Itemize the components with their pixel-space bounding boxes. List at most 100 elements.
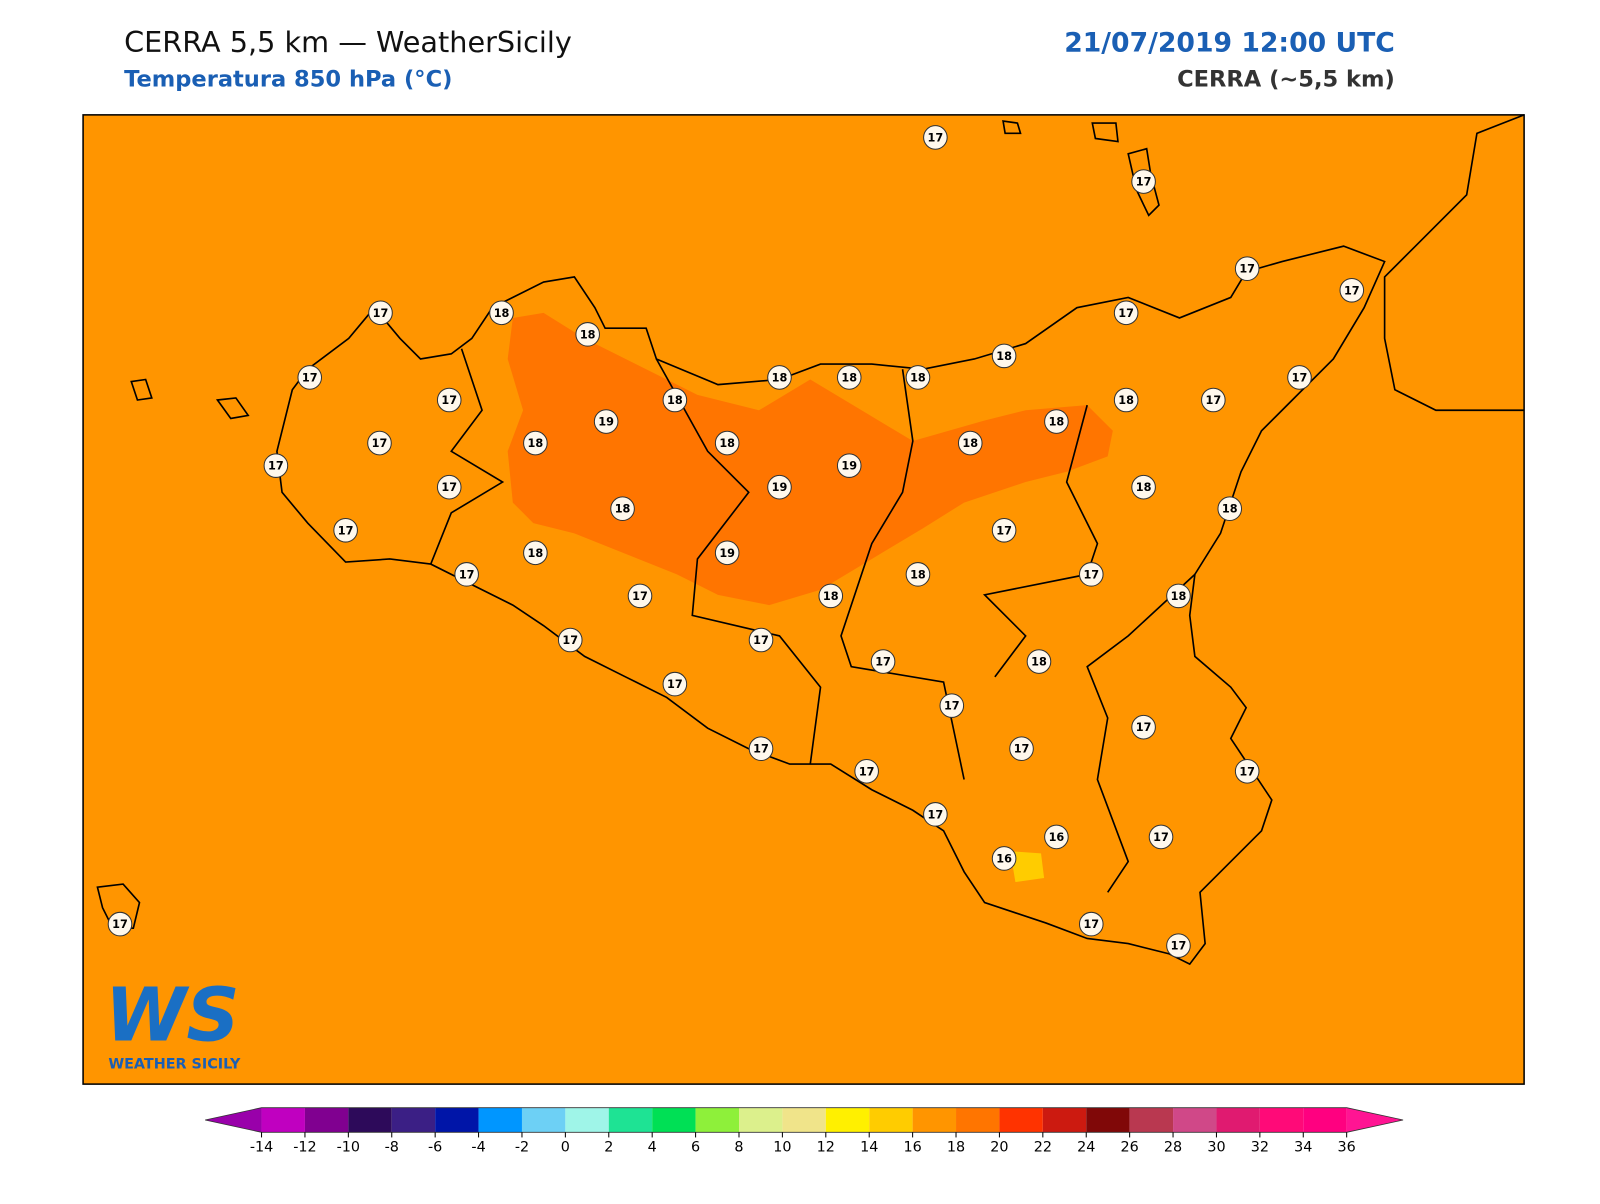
station-value: 18 — [910, 568, 926, 581]
colorbar-tick-label: 32 — [1251, 1140, 1269, 1156]
station: 17 — [1009, 736, 1034, 762]
colorbar-tick-label: 12 — [817, 1140, 835, 1156]
station: 18 — [1044, 409, 1069, 434]
station-value: 17 — [459, 568, 475, 581]
station-marker — [1113, 300, 1139, 326]
station: 17 — [923, 802, 948, 827]
station-marker — [1166, 933, 1191, 958]
station-value: 18 — [615, 503, 631, 516]
station-value: 19 — [772, 481, 788, 494]
station-value: 18 — [823, 590, 839, 603]
station-marker — [1217, 496, 1243, 522]
station-value: 18 — [962, 437, 978, 450]
station: 17 — [107, 911, 133, 937]
station: 19 — [836, 453, 862, 478]
colorbar-box — [695, 1107, 739, 1133]
station-marker — [854, 758, 879, 784]
colorbar-tick-label: 4 — [648, 1140, 657, 1156]
station-marker — [905, 562, 931, 587]
station-value: 17 — [996, 524, 1012, 537]
colorbar-tick-label: -8 — [385, 1140, 399, 1156]
station: 19 — [767, 474, 792, 500]
station-marker — [523, 430, 548, 456]
station-value: 17 — [928, 808, 944, 821]
station-marker — [333, 517, 358, 543]
colorbar-box — [912, 1107, 957, 1133]
station: 18 — [575, 322, 600, 347]
station: 18 — [1166, 583, 1191, 609]
station-marker — [991, 846, 1017, 871]
station-value: 17 — [1205, 394, 1221, 407]
station-marker — [1131, 169, 1156, 194]
colorbar-tick-label: 28 — [1164, 1140, 1182, 1156]
station-value: 18 — [528, 547, 544, 560]
map-frame — [82, 114, 1525, 1085]
station-value: 17 — [1014, 743, 1030, 756]
station-marker — [368, 300, 393, 326]
station: 17 — [1113, 300, 1139, 326]
station-value: 17 — [859, 765, 875, 778]
colorbar-box — [1259, 1107, 1304, 1133]
station-value: 18 — [1136, 481, 1152, 494]
station-value: 17 — [372, 437, 388, 450]
colorbar-tick-label: 14 — [860, 1140, 878, 1156]
colorbar-tick-label: 2 — [604, 1140, 613, 1156]
station-marker — [923, 125, 948, 150]
station-marker — [923, 802, 948, 827]
station: 17 — [1148, 824, 1174, 850]
station: 19 — [714, 540, 740, 566]
colorbar-tick-label: 0 — [561, 1140, 570, 1156]
station-marker — [714, 430, 740, 456]
station: 17 — [1078, 562, 1104, 587]
station-value: 17 — [1118, 307, 1134, 320]
station-marker — [297, 365, 323, 390]
station: 18 — [662, 387, 688, 413]
station-value: 17 — [1136, 721, 1152, 734]
station: 17 — [748, 736, 774, 762]
station-marker — [1148, 824, 1174, 850]
station: 16 — [1044, 824, 1069, 850]
colorbar-box — [391, 1107, 436, 1133]
station-value: 17 — [112, 918, 128, 931]
station-value: 17 — [268, 460, 284, 473]
station: 17 — [1201, 387, 1226, 413]
colorbar-tick-label: 24 — [1077, 1140, 1095, 1156]
station-value: 19 — [841, 460, 857, 473]
station-value: 17 — [302, 371, 318, 384]
station: 17 — [870, 649, 896, 674]
station-value: 17 — [1239, 263, 1255, 276]
station-marker — [662, 387, 688, 413]
colorbar: -14 -12 -10 -8 -6 -4 -2 0 2 4 6 8 10 12 14 16 18 20 22 24 26… — [205, 1107, 1404, 1156]
station: 17 — [368, 300, 393, 326]
model: CERRA (~5,5 km) — [1177, 67, 1395, 93]
station-marker — [627, 583, 653, 609]
colorbar-box — [435, 1107, 479, 1133]
station: 18 — [1113, 387, 1139, 413]
station: 17 — [1287, 365, 1312, 390]
station-value: 18 — [580, 328, 596, 341]
station-marker — [714, 540, 740, 566]
station: 17 — [333, 517, 358, 543]
station-value: 17 — [338, 524, 354, 537]
station: 18 — [1131, 474, 1156, 500]
station-value: 16 — [1049, 831, 1065, 844]
station-marker — [1201, 387, 1226, 413]
station-value: 18 — [996, 350, 1012, 363]
station-marker — [991, 517, 1017, 543]
station: 18 — [767, 365, 792, 390]
station-value: 17 — [667, 678, 683, 691]
station-marker — [939, 693, 965, 718]
colorbar-box — [565, 1107, 609, 1133]
station-marker — [748, 736, 774, 762]
station-marker — [1044, 409, 1069, 434]
colorbar-tick-label: -12 — [293, 1140, 316, 1156]
station: 18 — [523, 540, 548, 566]
station-value: 17 — [1239, 765, 1255, 778]
station-marker — [1113, 387, 1139, 413]
colorbar-over — [1346, 1107, 1404, 1133]
colorbar-box — [1042, 1107, 1087, 1133]
station-marker — [1044, 824, 1069, 850]
station: 18 — [1217, 496, 1243, 522]
colorbar-box — [304, 1107, 349, 1133]
